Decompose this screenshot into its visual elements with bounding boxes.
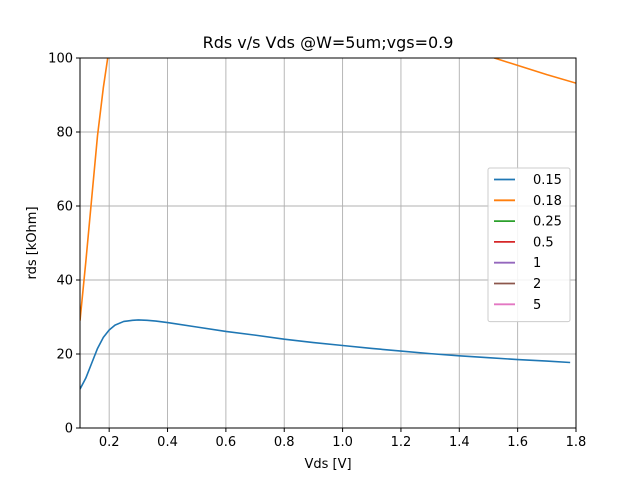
legend-entry: 5 (494, 298, 541, 313)
x-tick-label: 1.4 (449, 435, 470, 450)
axis-ticks: 0.2 0.4 0.6 0.8 1.0 1.2 1.4 1.6 1.8 0 20 40 60 80 100 (48, 52, 586, 451)
x-tick-label: 0.8 (274, 435, 295, 450)
series-line-0-18 (492, 58, 576, 84)
y-axis-label: rds [kOhm] (25, 206, 40, 279)
series-layer (80, 58, 576, 390)
y-tick-label: 60 (56, 200, 73, 215)
x-tick-label: 0.6 (216, 435, 237, 450)
legend-label: 0.15 (533, 173, 562, 188)
legend-entry: 0.15 (494, 173, 562, 188)
y-tick-label: 100 (48, 52, 73, 67)
legend: 0.15 0.18 0.25 0.5 1 2 5 (487, 167, 571, 323)
series-line-0-15 (80, 319, 571, 390)
x-tick-label: 1.2 (391, 435, 412, 450)
series-line-0-18 (80, 58, 109, 321)
legend-label: 0.18 (533, 194, 562, 209)
x-tick-label: 1.6 (507, 435, 528, 450)
legend-label: 5 (533, 298, 541, 313)
x-tick-label: 0.2 (99, 435, 120, 450)
legend-label: 1 (533, 256, 541, 271)
legend-entry: 0.5 (494, 235, 554, 250)
legend-label: 0.5 (533, 235, 554, 250)
legend-entry: 0.25 (494, 215, 562, 230)
chart-title: Rds v/s Vds @W=5um;vgs=0.9 (203, 33, 454, 52)
x-tick-label: 0.4 (157, 435, 178, 450)
x-tick-label: 1.0 (332, 435, 353, 450)
legend-entry: 1 (494, 256, 541, 271)
y-tick-label: 80 (56, 126, 73, 141)
legend-label: 2 (533, 277, 541, 292)
y-tick-label: 0 (65, 422, 73, 437)
legend-box (487, 167, 571, 323)
legend-label: 0.25 (533, 215, 562, 230)
legend-entry: 0.18 (494, 194, 562, 209)
y-tick-label: 20 (56, 348, 73, 363)
x-tick-label: 1.8 (566, 435, 587, 450)
y-tick-label: 40 (56, 274, 73, 289)
legend-entry: 2 (494, 277, 541, 292)
plot-frame (79, 57, 577, 429)
x-axis-label: Vds [V] (304, 457, 351, 472)
